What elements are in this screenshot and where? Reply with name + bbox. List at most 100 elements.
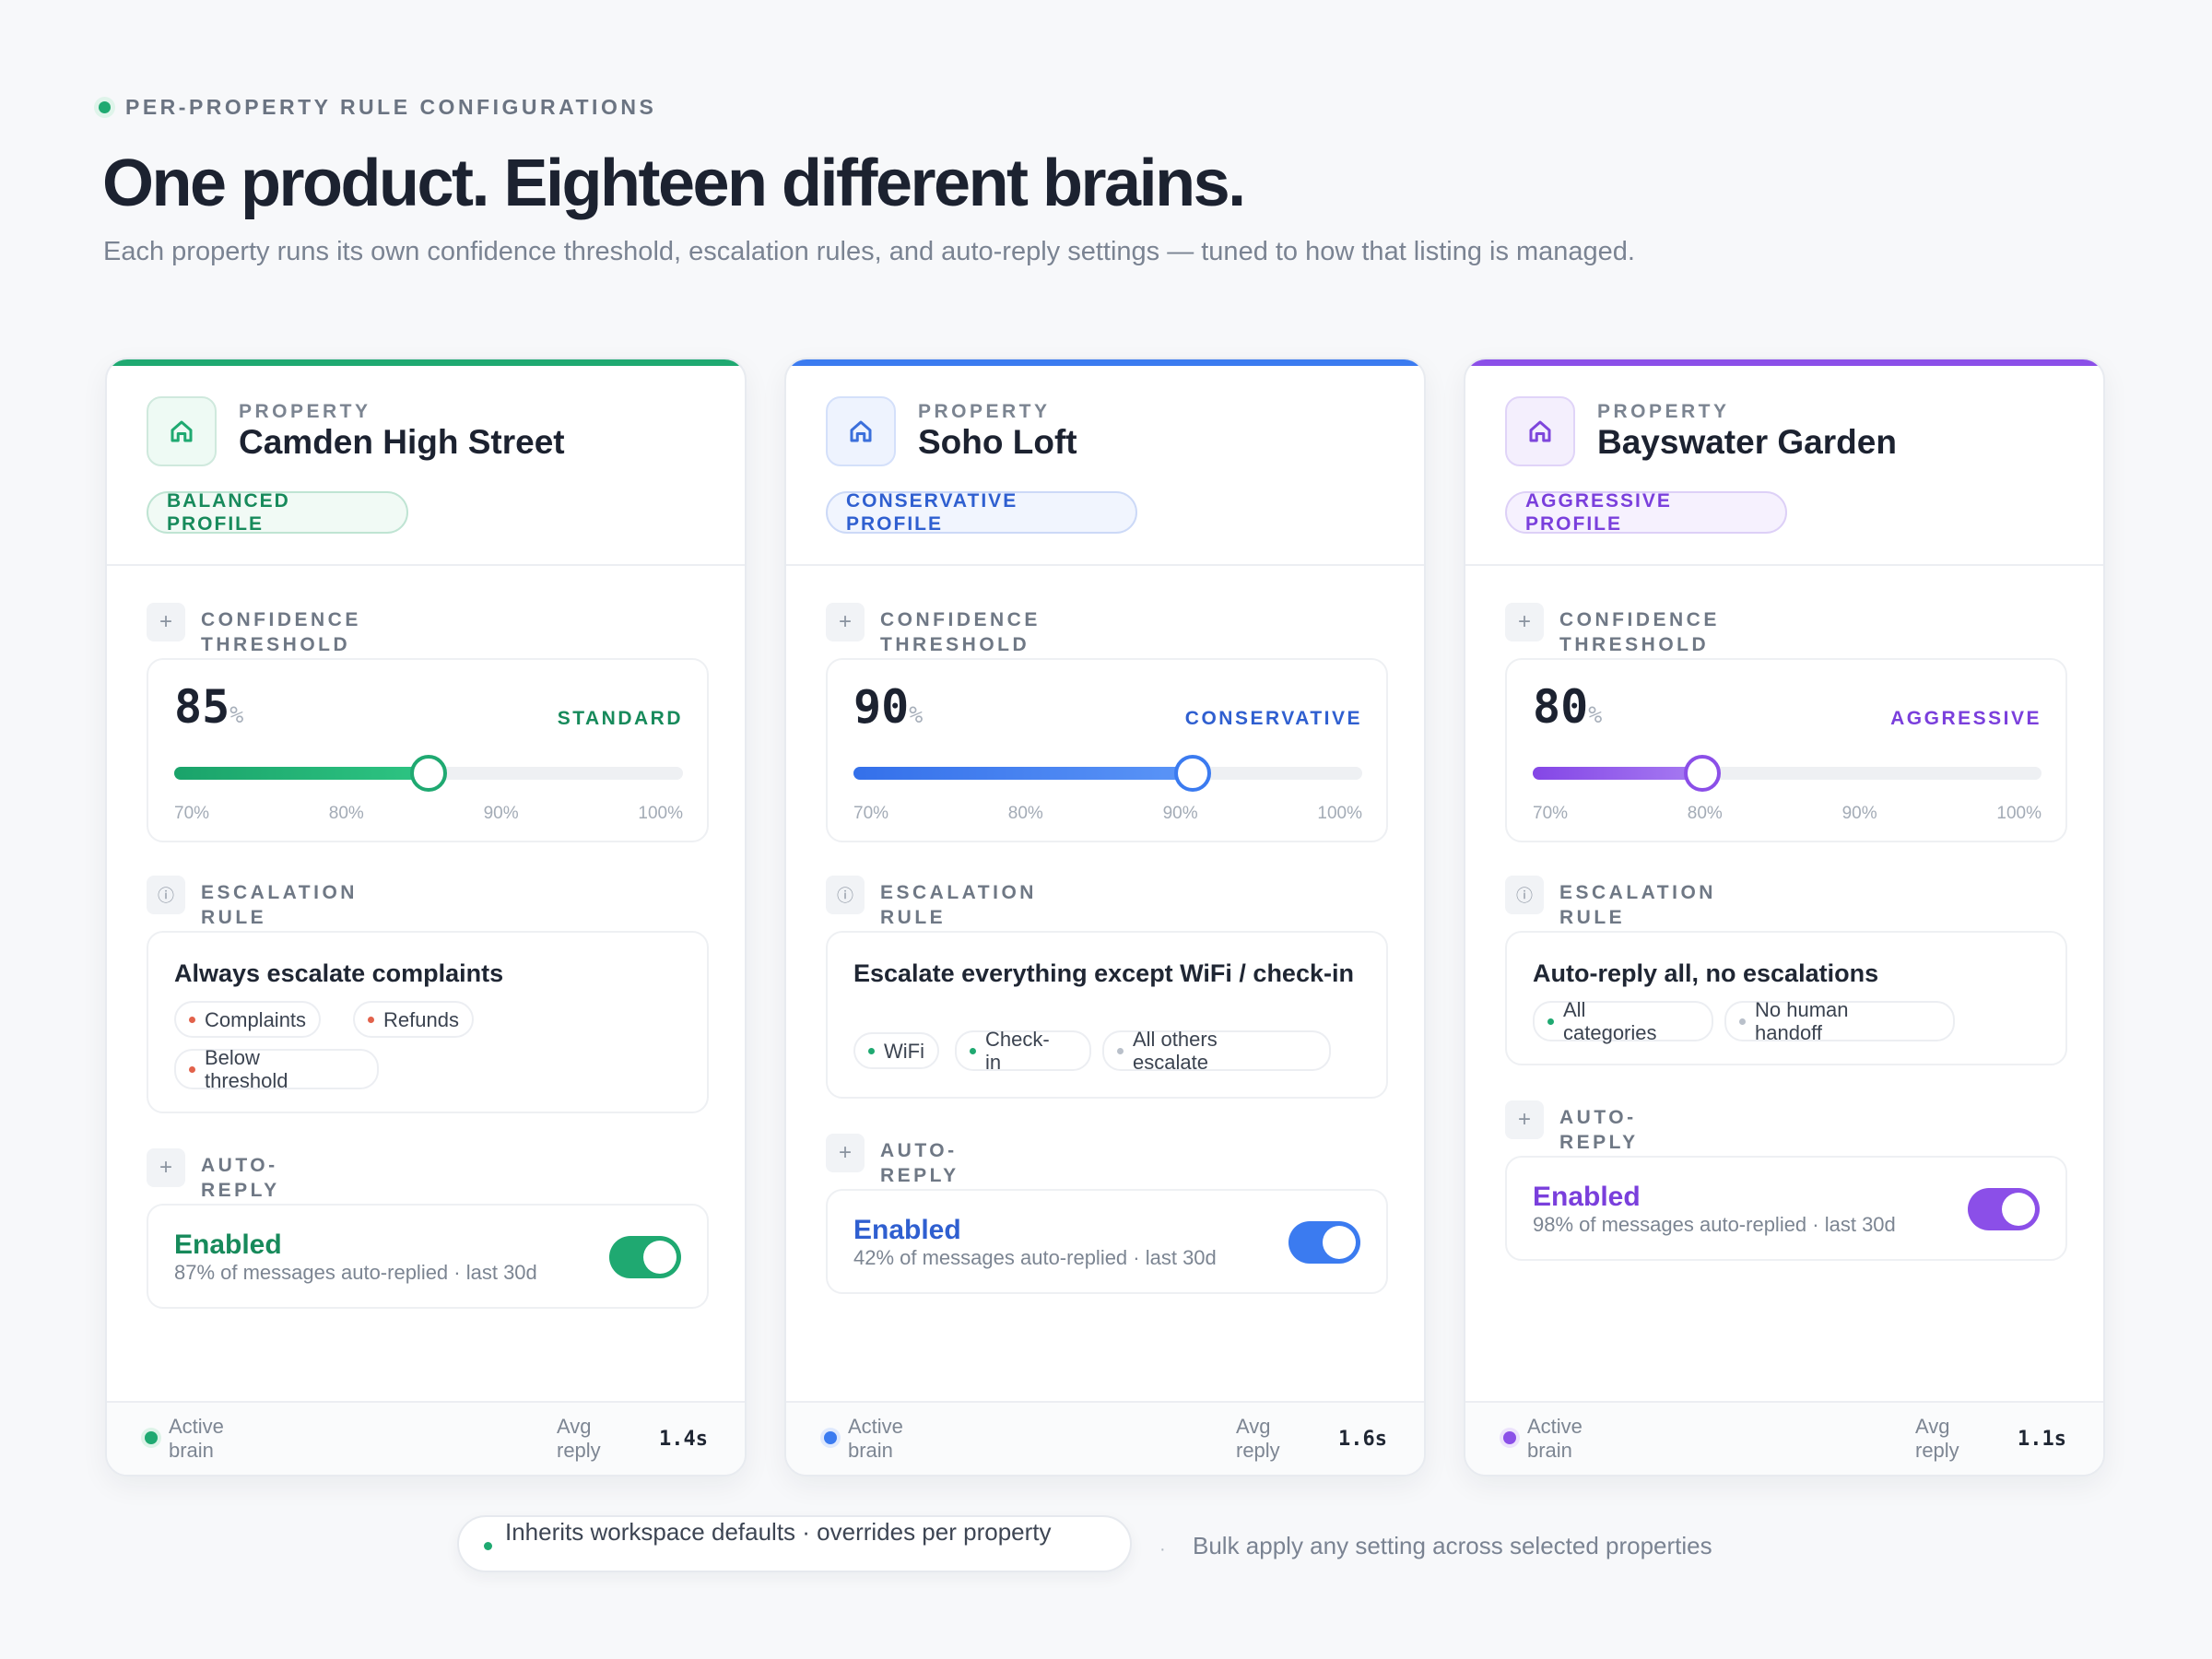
confidence-label-text: CONFIDENCE THRESHOLD xyxy=(201,609,361,655)
chip-label: WiFi xyxy=(884,1039,924,1063)
slider-fill xyxy=(174,767,429,780)
category-chip: All others escalate xyxy=(1102,1028,1331,1074)
eyebrow-dot xyxy=(99,101,111,113)
escalation-title: Auto-reply all, no escalations xyxy=(1533,959,1879,987)
slider-knob[interactable] xyxy=(1174,755,1211,792)
auto-reply-label: + AUTO-REPLY xyxy=(147,1148,302,1203)
property-kicker: PROPERTY xyxy=(1597,401,1730,422)
chip-dot xyxy=(1739,1018,1746,1025)
category-chip: Check-in xyxy=(955,1028,1091,1074)
chip-label: All categories xyxy=(1563,998,1657,1044)
card-footer: Active brain Avg reply 1.4s xyxy=(107,1401,745,1475)
tick-label: 100% xyxy=(638,804,683,823)
profile-badge: BALANCED PROFILE xyxy=(147,490,408,535)
card-footer: Active brain Avg reply 1.1s xyxy=(1465,1401,2103,1475)
chip-dot xyxy=(970,1047,976,1054)
auto-reply-label-text: AUTO-REPLY xyxy=(201,1155,280,1201)
slider-knob[interactable] xyxy=(1684,755,1721,792)
confidence-number: 85 xyxy=(174,680,230,734)
escalation-label: ⓘ ESCALATION RULE xyxy=(147,876,376,930)
auto-reply-toggle[interactable] xyxy=(1288,1221,1360,1264)
confidence-slider[interactable] xyxy=(1533,755,2041,792)
confidence-mode: AGGRESSIVE xyxy=(1890,708,2041,729)
tick-label: 90% xyxy=(483,804,519,823)
eyebrow-text: PER-PROPERTY RULE CONFIGURATIONS xyxy=(125,95,657,119)
avg-reply-label: Avg reply xyxy=(1915,1415,1959,1462)
confidence-box: 85% STANDARD 70% 80% 90% 100% xyxy=(147,658,709,842)
auto-reply-toggle[interactable] xyxy=(1968,1188,2040,1230)
status-dot xyxy=(1503,1431,1516,1444)
confidence-box: 90% CONSERVATIVE 70% 80% 90% 100% xyxy=(826,658,1388,842)
confidence-mode: STANDARD xyxy=(557,708,683,729)
note-dot xyxy=(484,1542,492,1550)
auto-reply-box: Enabled 87% of messages auto-replied · l… xyxy=(147,1204,709,1309)
info-icon: ⓘ xyxy=(1505,876,1544,914)
active-brain-label: Active brain xyxy=(169,1415,224,1462)
chip-dot xyxy=(868,1047,875,1054)
plus-icon: + xyxy=(1505,603,1544,641)
card-header: PROPERTY Soho Loft CONSERVATIVE PROFILE xyxy=(786,359,1424,566)
slider-fill xyxy=(1533,767,1702,780)
chip-dot xyxy=(189,1065,195,1073)
category-chip: WiFi xyxy=(853,1032,939,1069)
escalation-box: Always escalate complaints Complaints Re… xyxy=(147,931,709,1113)
property-name: Bayswater Garden xyxy=(1597,423,1897,461)
slider-ticks: 70% 80% 90% 100% xyxy=(174,804,683,824)
confidence-value: 90% xyxy=(853,680,923,734)
tick-label: 100% xyxy=(1317,804,1362,823)
confidence-slider[interactable] xyxy=(174,755,683,792)
home-icon xyxy=(147,396,217,466)
chip-label: Below threshold xyxy=(205,1046,288,1092)
percent-sign: % xyxy=(229,701,244,728)
percent-sign: % xyxy=(909,701,924,728)
auto-reply-label-text: AUTO-REPLY xyxy=(880,1140,959,1186)
bulk-apply-note: Bulk apply any setting across selected p… xyxy=(1193,1532,1712,1559)
slider-ticks: 70% 80% 90% 100% xyxy=(1533,804,2041,824)
status-dot xyxy=(824,1431,837,1444)
auto-reply-toggle[interactable] xyxy=(609,1236,681,1278)
chip-label: All others escalate xyxy=(1133,1028,1218,1074)
slider-knob[interactable] xyxy=(410,755,447,792)
confidence-box: 80% AGGRESSIVE 70% 80% 90% 100% xyxy=(1505,658,2067,842)
card-header: PROPERTY Bayswater Garden AGGRESSIVE PRO… xyxy=(1465,359,2103,566)
active-brain-label: Active brain xyxy=(848,1415,903,1462)
avg-reply-value: 1.4s xyxy=(659,1428,708,1451)
chip-label: Complaints xyxy=(205,1007,307,1031)
tick-label: 100% xyxy=(1996,804,2041,823)
confidence-label: + CONFIDENCE THRESHOLD xyxy=(826,603,1055,657)
tick-label: 70% xyxy=(853,804,889,823)
chip-label: No human handoff xyxy=(1755,998,1849,1044)
toggle-knob xyxy=(2002,1193,2035,1226)
auto-reply-box: Enabled 98% of messages auto-replied · l… xyxy=(1505,1156,2067,1261)
confidence-label: + CONFIDENCE THRESHOLD xyxy=(147,603,376,657)
property-kicker: PROPERTY xyxy=(239,401,371,422)
property-card-bayswater: PROPERTY Bayswater Garden AGGRESSIVE PRO… xyxy=(1464,358,2105,1477)
confidence-slider[interactable] xyxy=(853,755,1362,792)
auto-reply-label: + AUTO-REPLY xyxy=(1505,1100,1661,1155)
property-card-soho: PROPERTY Soho Loft CONSERVATIVE PROFILE … xyxy=(784,358,1426,1477)
tick-label: 80% xyxy=(328,804,364,823)
escalation-box: Escalate everything except WiFi / check-… xyxy=(826,931,1388,1099)
card-accent-bar xyxy=(107,359,745,366)
confidence-value: 80% xyxy=(1533,680,1602,734)
confidence-label-text: CONFIDENCE THRESHOLD xyxy=(880,609,1041,655)
confidence-label-text: CONFIDENCE THRESHOLD xyxy=(1559,609,1720,655)
avg-reply-value: 1.1s xyxy=(2018,1428,2066,1451)
plus-icon: + xyxy=(147,1148,185,1187)
escalation-box: Auto-reply all, no escalations All categ… xyxy=(1505,931,2067,1065)
category-chip: All categories xyxy=(1533,998,1713,1044)
slider-ticks: 70% 80% 90% 100% xyxy=(853,804,1362,824)
chip-dot xyxy=(1117,1047,1124,1054)
escalation-title: Escalate everything except WiFi / check-… xyxy=(853,959,1354,987)
plus-icon: + xyxy=(147,603,185,641)
auto-reply-state: Enabled xyxy=(1533,1182,1641,1212)
page-subtitle: Each property runs its own confidence th… xyxy=(103,237,1635,266)
confidence-number: 90 xyxy=(853,680,910,734)
eyebrow: PER-PROPERTY RULE CONFIGURATIONS xyxy=(99,95,656,120)
escalation-label-text: ESCALATION RULE xyxy=(880,882,1037,928)
tick-label: 90% xyxy=(1162,804,1198,823)
tick-label: 80% xyxy=(1007,804,1043,823)
auto-reply-stats: 98% of messages auto-replied · last 30d xyxy=(1533,1213,1896,1236)
plus-icon: + xyxy=(1505,1100,1544,1139)
percent-sign: % xyxy=(1588,701,1603,728)
